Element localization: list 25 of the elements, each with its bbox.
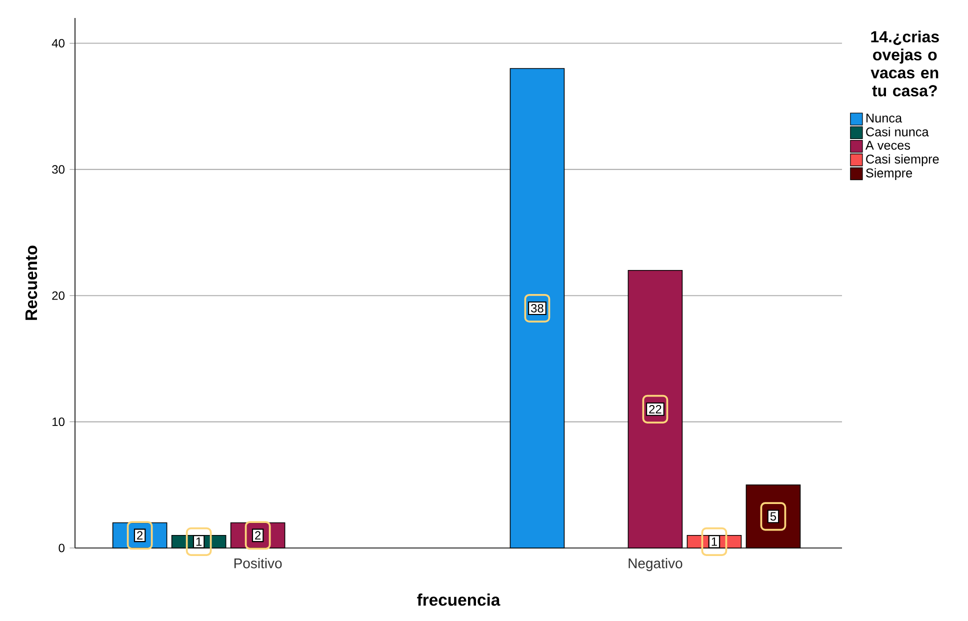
bar xyxy=(746,484,801,548)
data-label: 38 xyxy=(531,304,544,312)
y-tick-label: 20 xyxy=(52,291,64,300)
data-label: 1 xyxy=(196,538,202,546)
y-tick-label: 30 xyxy=(52,165,64,174)
legend-title: 14.¿crias ovejas o vacas en tu casa? xyxy=(870,30,939,96)
legend-label: Siempre xyxy=(866,168,912,180)
data-label: 1 xyxy=(712,538,717,546)
legend-label: A veces xyxy=(865,140,910,150)
x-tick-label: Negativo xyxy=(628,558,682,572)
y-tick-label: 40 xyxy=(52,38,64,48)
data-label: 2 xyxy=(137,531,143,540)
y-tick-label: 0 xyxy=(58,544,64,552)
y-tick-label: 10 xyxy=(52,418,64,426)
data-label: 22 xyxy=(649,404,662,414)
legend-label: Casi nunca xyxy=(866,127,929,136)
data-label: 2 xyxy=(255,531,261,540)
x-axis-title: frecuencia xyxy=(417,594,500,606)
bar xyxy=(510,68,565,548)
bar xyxy=(628,270,683,548)
x-tick-label: Positivo xyxy=(234,558,282,568)
legend-label: Casi siempre xyxy=(866,154,939,166)
y-axis-title: Recuento xyxy=(26,246,38,320)
data-label: 5 xyxy=(770,512,776,521)
legend-label: Nunca xyxy=(866,114,902,123)
